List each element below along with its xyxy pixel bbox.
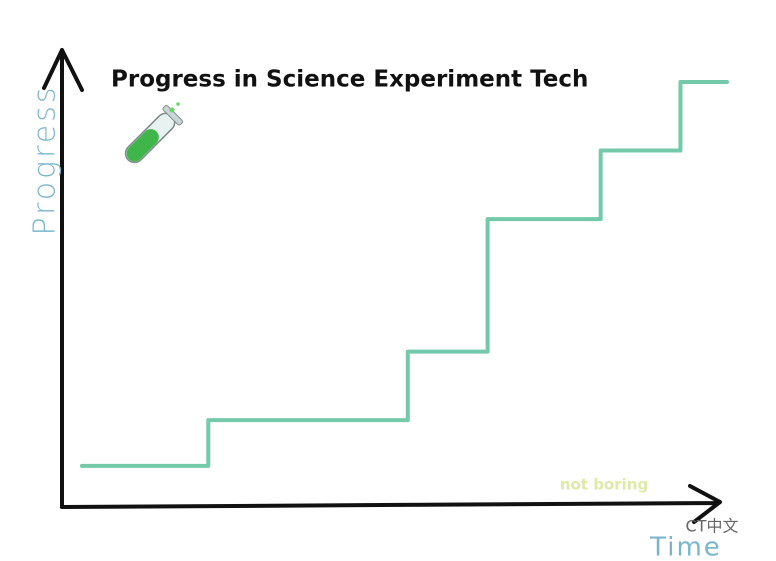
x-axis-label: Time xyxy=(649,533,722,561)
test-tube-icon xyxy=(124,104,184,164)
x-axis xyxy=(60,484,722,524)
step-line xyxy=(79,79,729,468)
y-axis-label: Progress xyxy=(28,85,63,236)
chart-title: Progress in Science Experiment Tech xyxy=(111,67,588,93)
watermark: CT中文 xyxy=(686,517,739,536)
bubble xyxy=(169,107,175,113)
bubble xyxy=(176,102,180,106)
annotation: not boring xyxy=(560,476,648,494)
y-axis xyxy=(42,48,84,509)
